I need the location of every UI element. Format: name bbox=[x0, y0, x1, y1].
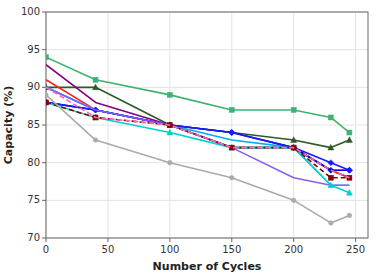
marker bbox=[46, 93, 48, 98]
series bbox=[46, 65, 349, 178]
marker bbox=[168, 160, 173, 165]
marker bbox=[328, 160, 334, 166]
grid-line bbox=[46, 125, 368, 126]
marker bbox=[229, 130, 235, 136]
marker bbox=[328, 115, 333, 120]
tick-label: 100 bbox=[21, 6, 40, 17]
tick-label: 85 bbox=[27, 119, 40, 130]
series bbox=[46, 99, 352, 195]
marker bbox=[329, 221, 334, 226]
series-line bbox=[46, 102, 349, 192]
marker bbox=[291, 137, 297, 143]
grid-line bbox=[46, 49, 368, 50]
chart: 70 75 80 85 90 95 100 0 50 100 150 200 250 Number of … bbox=[0, 0, 380, 276]
tick-mark bbox=[355, 238, 356, 242]
marker bbox=[46, 55, 49, 60]
marker bbox=[291, 198, 296, 203]
marker bbox=[229, 175, 234, 180]
grid bbox=[46, 12, 368, 238]
tick-label: 95 bbox=[27, 44, 40, 55]
tick-label: 0 bbox=[43, 244, 49, 255]
marker bbox=[167, 92, 172, 97]
marker bbox=[229, 107, 234, 112]
tick-mark bbox=[169, 238, 170, 242]
plot-frame bbox=[46, 12, 368, 238]
x-axis-label: Number of Cycles bbox=[153, 260, 262, 273]
tick-label: 200 bbox=[284, 244, 303, 255]
tick-label: 70 bbox=[27, 232, 40, 243]
tick-mark bbox=[42, 162, 46, 163]
tick-label: 75 bbox=[27, 194, 40, 205]
tick-label: 250 bbox=[346, 244, 365, 255]
marker bbox=[46, 99, 49, 105]
tick-mark bbox=[231, 238, 232, 242]
series bbox=[46, 100, 352, 180]
marker bbox=[328, 182, 334, 188]
marker bbox=[46, 99, 49, 105]
series bbox=[46, 87, 349, 177]
marker bbox=[93, 77, 98, 82]
marker bbox=[46, 100, 49, 105]
tick-mark bbox=[42, 49, 46, 50]
tick-mark bbox=[42, 12, 46, 13]
marker bbox=[346, 167, 352, 173]
marker bbox=[328, 144, 334, 150]
marker bbox=[347, 130, 352, 135]
series-group bbox=[46, 55, 352, 226]
series-line bbox=[46, 95, 349, 223]
series bbox=[46, 93, 352, 226]
grid-line bbox=[231, 12, 232, 238]
grid-line bbox=[355, 12, 356, 238]
tick-mark bbox=[293, 238, 294, 242]
tick-label: 90 bbox=[27, 81, 40, 92]
tick-mark bbox=[42, 238, 46, 239]
marker bbox=[229, 130, 235, 136]
series-line bbox=[46, 80, 349, 178]
tick-mark bbox=[46, 238, 47, 242]
tick-label: 50 bbox=[102, 244, 115, 255]
marker bbox=[46, 99, 49, 105]
marker bbox=[291, 107, 296, 112]
marker bbox=[346, 190, 352, 196]
marker bbox=[93, 84, 99, 90]
series bbox=[46, 55, 352, 135]
marker bbox=[346, 137, 352, 143]
tick-mark bbox=[42, 87, 46, 88]
marker bbox=[347, 213, 352, 218]
tick-label: 100 bbox=[160, 244, 179, 255]
grid-line bbox=[46, 200, 368, 201]
series-line bbox=[46, 102, 349, 177]
marker bbox=[167, 129, 173, 135]
series bbox=[46, 80, 349, 178]
y-axis-label: Capacity (%) bbox=[2, 86, 15, 164]
tick-mark bbox=[107, 238, 108, 242]
marker bbox=[346, 167, 352, 173]
series-line bbox=[46, 65, 349, 178]
grid-line bbox=[107, 12, 108, 238]
series-line bbox=[46, 87, 349, 177]
tick-label: 80 bbox=[27, 157, 40, 168]
tick-mark bbox=[42, 200, 46, 201]
axes: 70 75 80 85 90 95 100 0 50 100 150 200 250 bbox=[21, 6, 368, 255]
grid-line bbox=[293, 12, 294, 238]
marker bbox=[93, 138, 98, 143]
marker bbox=[328, 175, 333, 180]
plot-area bbox=[46, 12, 368, 238]
tick-mark bbox=[42, 125, 46, 126]
series-line bbox=[46, 57, 349, 132]
tick-label: 150 bbox=[222, 244, 241, 255]
